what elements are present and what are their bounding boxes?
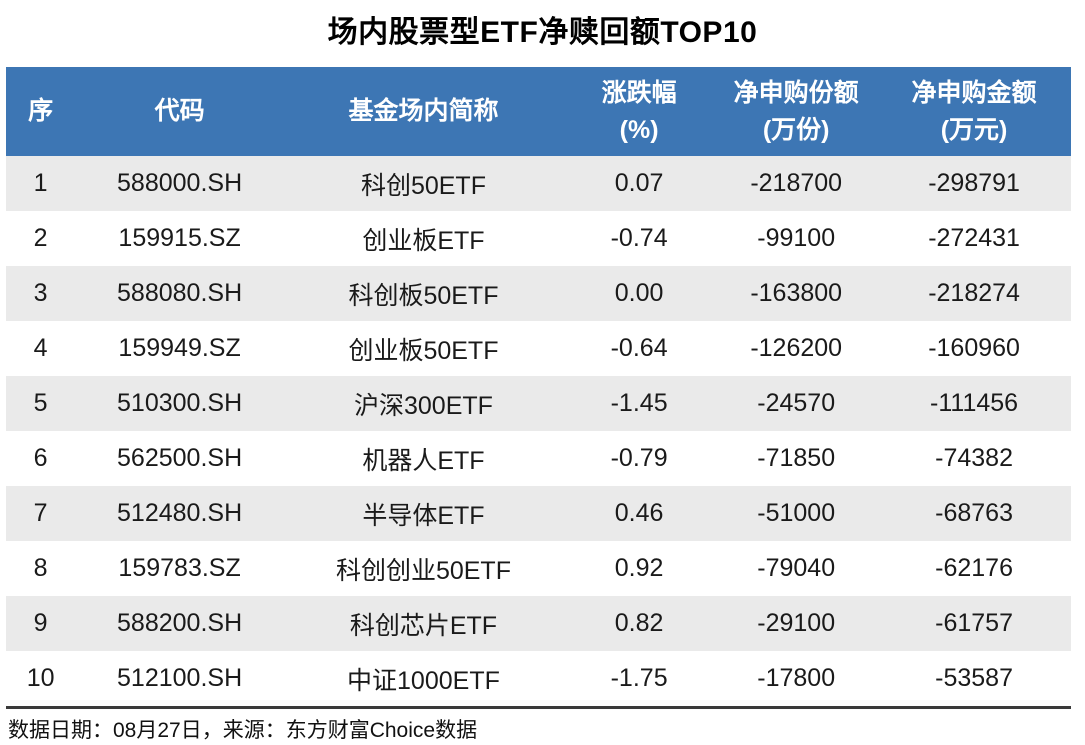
cell-change-pct: -0.64 (610, 334, 668, 362)
cell-code: 512100.SH (117, 664, 243, 692)
table-body: 1 588000.SH 科创50ETF 0.07 -218700 -298791… (6, 156, 1071, 706)
cell-fund-name: 半导体ETF (362, 501, 485, 530)
cell-net-shares: -79040 (757, 554, 836, 582)
cell-net-shares: -71850 (757, 444, 836, 472)
cell-code: 512480.SH (117, 499, 243, 527)
cell-rank: 2 (33, 224, 48, 252)
table-row: 5 510300.SH 沪深300ETF -1.45 -24570 -11145… (6, 376, 1071, 431)
table-row: 4 159949.SZ 创业板50ETF -0.64 -126200 -1609… (6, 321, 1071, 376)
cell-rank: 1 (33, 169, 48, 197)
table-header-row: 序 代码 基金场内简称 涨跌幅 (%) 净申购份额 (万份) (6, 67, 1071, 156)
col-header-change-pct-label: 涨跌幅 (601, 79, 677, 108)
cell-code: 159949.SZ (118, 334, 241, 362)
cell-fund-name: 科创50ETF (360, 171, 486, 200)
cell-rank: 7 (33, 499, 48, 527)
cell-change-pct: 0.46 (614, 499, 664, 527)
cell-net-amount: -62176 (935, 554, 1013, 582)
cell-fund-name: 机器人ETF (362, 446, 485, 475)
table-row: 10 512100.SH 中证1000ETF -1.75 -17800 -535… (6, 651, 1071, 706)
cell-rank: 5 (33, 389, 48, 417)
source-note: 数据日期：08月27日，来源：东方财富Choice数据 (8, 719, 478, 742)
col-header-net-amount: 净申购金额 (万元) (877, 67, 1071, 156)
etf-table: 序 代码 基金场内简称 涨跌幅 (%) 净申购份额 (万份) (6, 67, 1071, 706)
col-header-fund-name-label: 基金场内简称 (348, 97, 499, 126)
cell-net-shares: -51000 (757, 499, 836, 527)
cell-change-pct: 0.00 (614, 279, 664, 307)
cell-code: 510300.SH (117, 389, 243, 417)
cell-change-pct: -1.45 (610, 389, 668, 417)
cell-net-amount: -74382 (935, 444, 1013, 472)
col-header-net-amount-unit: (万元) (940, 115, 1008, 144)
cell-code: 588000.SH (117, 169, 243, 197)
cell-rank: 3 (33, 279, 48, 307)
cell-code: 159915.SZ (118, 224, 241, 252)
cell-fund-name: 沪深300ETF (353, 391, 493, 420)
cell-code: 588080.SH (117, 279, 243, 307)
cell-rank: 6 (33, 444, 48, 472)
cell-change-pct: 0.07 (614, 169, 664, 197)
col-header-net-shares: 净申购份额 (万份) (715, 67, 878, 156)
cell-rank: 4 (33, 334, 48, 362)
col-header-fund-name: 基金场内简称 (283, 67, 563, 156)
cell-net-shares: -24570 (757, 389, 836, 417)
cell-change-pct: -0.74 (610, 224, 668, 252)
cell-net-amount: -68763 (935, 499, 1013, 527)
cell-net-amount: -298791 (928, 169, 1020, 197)
col-header-net-shares-label: 净申购份额 (733, 79, 859, 108)
page-title: 场内股票型ETF净赎回额TOP10 (327, 16, 758, 49)
table-header: 序 代码 基金场内简称 涨跌幅 (%) 净申购份额 (万份) (6, 67, 1071, 156)
col-header-change-pct-unit: (%) (619, 115, 659, 144)
cell-net-amount: -160960 (928, 334, 1020, 362)
table-row: 7 512480.SH 半导体ETF 0.46 -51000 -68763 (6, 486, 1071, 541)
cell-net-shares: -29100 (757, 609, 836, 637)
table-row: 6 562500.SH 机器人ETF -0.79 -71850 -74382 (6, 431, 1071, 486)
cell-fund-name: 创业板ETF (362, 226, 485, 255)
cell-code: 588200.SH (117, 609, 243, 637)
cell-change-pct: -1.75 (610, 664, 668, 692)
cell-rank: 9 (33, 609, 48, 637)
cell-fund-name: 科创板50ETF (348, 281, 499, 310)
col-header-net-shares-unit: (万份) (762, 115, 830, 144)
cell-code: 159783.SZ (118, 554, 241, 582)
cell-net-shares: -17800 (757, 664, 836, 692)
cell-fund-name: 科创创业50ETF (335, 556, 511, 585)
cell-net-shares: -99100 (757, 224, 836, 252)
col-header-rank: 序 (6, 67, 76, 156)
cell-fund-name: 创业板50ETF (348, 336, 499, 365)
cell-net-amount: -218274 (928, 279, 1020, 307)
col-header-change-pct: 涨跌幅 (%) (562, 67, 716, 156)
cell-net-amount: -61757 (935, 609, 1013, 637)
table-row: 1 588000.SH 科创50ETF 0.07 -218700 -298791 (6, 156, 1071, 211)
cell-net-shares: -126200 (750, 334, 843, 362)
col-header-net-amount-label: 净申购金额 (911, 79, 1037, 108)
cell-rank: 10 (26, 664, 55, 692)
cell-net-amount: -53587 (935, 664, 1013, 692)
table-row: 9 588200.SH 科创芯片ETF 0.82 -29100 -61757 (6, 596, 1071, 651)
cell-rank: 8 (33, 554, 48, 582)
cell-fund-name: 中证1000ETF (347, 666, 500, 695)
cell-net-shares: -218700 (750, 169, 843, 197)
table-row: 2 159915.SZ 创业板ETF -0.74 -99100 -272431 (6, 211, 1071, 266)
table-row: 3 588080.SH 科创板50ETF 0.00 -163800 -21827… (6, 266, 1071, 321)
cell-fund-name: 科创芯片ETF (349, 611, 498, 640)
etf-table-container: 序 代码 基金场内简称 涨跌幅 (%) 净申购份额 (万份) (6, 67, 1071, 709)
cell-change-pct: -0.79 (610, 444, 668, 472)
cell-change-pct: 0.92 (614, 554, 664, 582)
col-header-code: 代码 (75, 67, 284, 156)
cell-change-pct: 0.82 (614, 609, 664, 637)
cell-net-amount: -272431 (928, 224, 1020, 252)
col-header-rank-label: 序 (28, 97, 54, 126)
col-header-code-label: 代码 (154, 97, 205, 126)
table-row: 8 159783.SZ 科创创业50ETF 0.92 -79040 -62176 (6, 541, 1071, 596)
cell-net-shares: -163800 (750, 279, 843, 307)
cell-code: 562500.SH (117, 444, 243, 472)
cell-net-amount: -111456 (930, 389, 1019, 417)
